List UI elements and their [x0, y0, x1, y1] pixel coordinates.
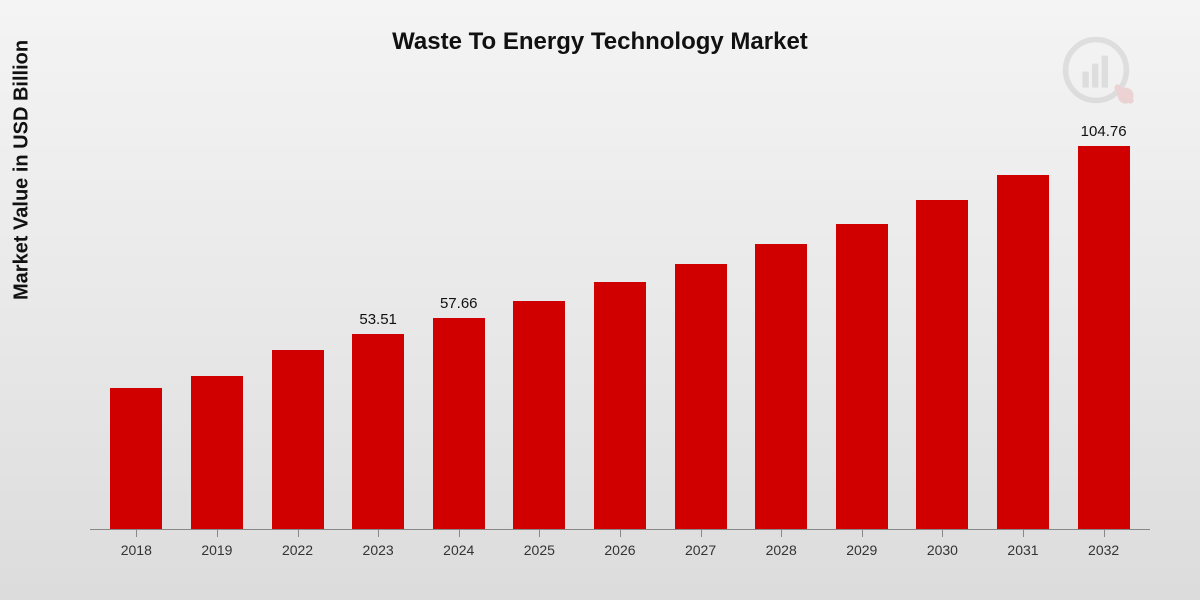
bar-column: [660, 110, 741, 529]
x-axis-label: 2025: [499, 542, 580, 558]
x-axis-labels: 2018201920222023202420252026202720282029…: [90, 542, 1150, 558]
bar-column: [257, 110, 338, 529]
x-tick: [378, 529, 379, 537]
bar: [352, 334, 404, 529]
bar-column: [741, 110, 822, 529]
bar: [836, 224, 888, 529]
bar-value-label: 104.76: [1081, 123, 1127, 140]
x-tick: [217, 529, 218, 537]
bar-column: [821, 110, 902, 529]
bar: [675, 264, 727, 529]
watermark-logo-icon: [1060, 30, 1140, 110]
bar-column: [580, 110, 661, 529]
bar-column: [96, 110, 177, 529]
x-axis-label: 2024: [418, 542, 499, 558]
bar-column: 53.51: [338, 110, 419, 529]
x-axis-label: 2031: [983, 542, 1064, 558]
bars-container: 53.51 57.66 104.76: [90, 110, 1150, 529]
x-tick: [620, 529, 621, 537]
x-tick: [298, 529, 299, 537]
bar-value-label: 53.51: [359, 311, 397, 328]
bar-column: [499, 110, 580, 529]
bar: [513, 301, 565, 529]
bar: [916, 200, 968, 529]
chart-title: Waste To Energy Technology Market: [0, 28, 1200, 56]
x-axis-label: 2027: [660, 542, 741, 558]
x-axis-label: 2032: [1063, 542, 1144, 558]
x-tick: [1023, 529, 1024, 537]
x-tick: [459, 529, 460, 537]
x-axis-label: 2029: [821, 542, 902, 558]
x-axis-label: 2019: [177, 542, 258, 558]
x-tick: [1104, 529, 1105, 537]
x-axis-label: 2026: [580, 542, 661, 558]
plot-area: 53.51 57.66 104.76: [90, 110, 1150, 530]
bar: [1078, 146, 1130, 529]
bar-column: [983, 110, 1064, 529]
bar: [110, 388, 162, 529]
bar-column: 57.66: [418, 110, 499, 529]
y-axis-label: Market Value in USD Billion: [11, 40, 34, 300]
x-tick: [781, 529, 782, 537]
x-axis-label: 2030: [902, 542, 983, 558]
bar: [594, 282, 646, 529]
x-axis-label: 2028: [741, 542, 822, 558]
x-tick: [862, 529, 863, 537]
bar-value-label: 57.66: [440, 295, 478, 312]
bar-column: 104.76: [1063, 110, 1144, 529]
x-axis-label: 2022: [257, 542, 338, 558]
bar-column: [902, 110, 983, 529]
bar: [433, 318, 485, 529]
bar: [191, 376, 243, 529]
x-axis-label: 2018: [96, 542, 177, 558]
x-axis-label: 2023: [338, 542, 419, 558]
bar-column: [177, 110, 258, 529]
bar: [272, 350, 324, 529]
x-tick: [539, 529, 540, 537]
x-tick: [701, 529, 702, 537]
x-tick: [942, 529, 943, 537]
bar: [997, 175, 1049, 529]
bar: [755, 244, 807, 529]
x-tick: [136, 529, 137, 537]
